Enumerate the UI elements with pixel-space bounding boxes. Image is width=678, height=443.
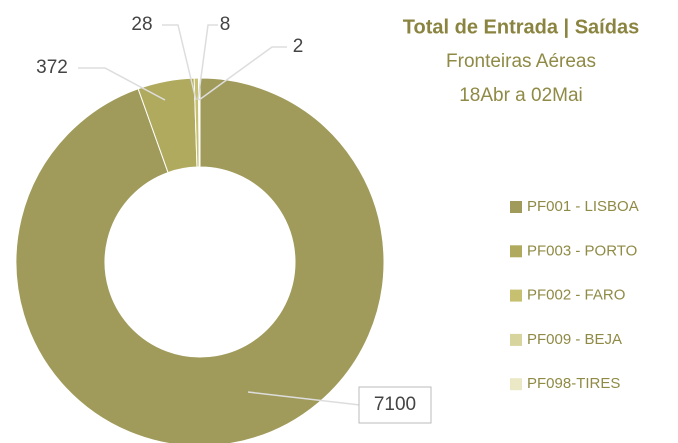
chart-subtitle: 18Abr a 02Mai	[459, 85, 583, 106]
chart-title: Total de Entrada | Saídas	[403, 16, 639, 38]
legend-label: PF003 - PORTO	[527, 242, 637, 259]
chart-subtitle: Fronteiras Aéreas	[446, 51, 596, 72]
legend-swatch	[510, 201, 522, 213]
legend-label: PF009 - BEJA	[527, 331, 622, 348]
label-box	[358, 386, 432, 424]
legend-swatch	[510, 245, 522, 258]
data-label: 8	[220, 14, 231, 35]
leader-line	[198, 46, 287, 101]
leader-line	[247, 391, 361, 406]
legend-label: PF098-TIRES	[527, 375, 620, 392]
data-label: 372	[36, 57, 68, 78]
legend-label: PF001 - LISBOA	[527, 198, 639, 215]
data-label: 7100	[374, 394, 416, 415]
legend-swatch	[510, 289, 522, 302]
legend-label: PF002 - FARO	[527, 287, 625, 304]
data-label: 28	[131, 14, 152, 35]
leader-line	[162, 24, 197, 101]
legend-swatch	[510, 333, 522, 346]
leader-line	[197, 24, 218, 101]
legend-swatch	[510, 378, 522, 391]
donut-slice	[15, 77, 385, 443]
data-label: 2	[293, 36, 304, 57]
leader-line	[78, 67, 166, 101]
